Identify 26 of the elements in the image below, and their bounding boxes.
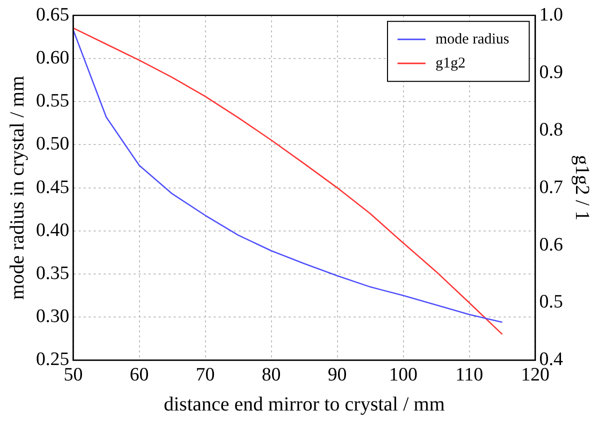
y2-tick-label: 1.0	[539, 4, 563, 26]
y-tick-label: 0.40	[36, 220, 70, 241]
y-tick-label: 0.65	[36, 4, 70, 26]
y-tick-label: 0.60	[36, 47, 70, 68]
x-tick-label: 110	[455, 364, 484, 386]
y2-tick-label: 0.9	[539, 62, 563, 83]
y2-tick-label: 0.7	[539, 176, 563, 198]
x-tick-label: 70	[196, 364, 215, 386]
y2-axis-title: g1g2 / 1	[570, 155, 593, 221]
y-tick-label: 0.55	[36, 90, 70, 112]
legend-label: g1g2	[436, 55, 466, 72]
y-axis-title: mode radius in crystal / mm	[6, 75, 28, 300]
y-tick-label: 0.35	[36, 262, 70, 284]
x-tick-label: 50	[64, 364, 83, 386]
y-tick-label: 0.50	[36, 134, 70, 155]
y-tick-label: 0.45	[36, 176, 70, 198]
legend-label: mode radius	[436, 31, 510, 48]
y2-tick-label: 0.8	[539, 119, 563, 140]
x-tick-label: 100	[389, 364, 418, 386]
y2-tick-label: 0.5	[539, 292, 563, 313]
y-tick-label: 0.30	[36, 306, 70, 328]
x-tick-label: 60	[130, 364, 149, 386]
x-tick-label: 80	[262, 364, 281, 386]
y2-tick-label: 0.6	[539, 234, 563, 256]
x-axis-title: distance end mirror to crystal / mm	[164, 393, 446, 416]
x-tick-label: 90	[328, 364, 347, 386]
